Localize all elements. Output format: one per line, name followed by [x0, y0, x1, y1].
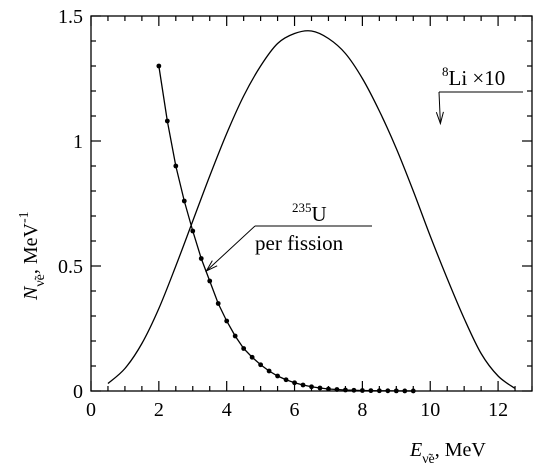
x-tick-label: 6 — [290, 399, 300, 421]
x-tick-label: 0 — [86, 399, 96, 421]
data-point-u — [266, 368, 272, 374]
data-point-u — [241, 346, 247, 351]
u-arrow-leader — [205, 225, 256, 272]
y-tick-label: 0 — [73, 381, 83, 403]
data-point-u — [309, 384, 314, 390]
tick-labels: 0 2 4 6 8 10 12 0 0.5 1 1.5 — [58, 6, 508, 421]
series-layer — [107, 30, 516, 394]
data-point-u — [402, 388, 408, 394]
data-point-u — [359, 388, 365, 393]
data-point-u — [232, 333, 238, 339]
x-axis-label: Eν̃e, MeV — [409, 439, 486, 467]
series-line-li — [107, 30, 516, 390]
data-point-u — [385, 388, 391, 394]
data-point-u — [215, 301, 221, 306]
y-tick-label: 1 — [73, 131, 83, 153]
x-tick-label: 2 — [154, 399, 164, 421]
x-tick-label: 12 — [488, 399, 508, 421]
data-point-u — [368, 388, 374, 394]
data-point-u — [190, 228, 196, 234]
li-annotation-label: 8Li ×10 — [442, 64, 505, 90]
data-point-u — [343, 387, 348, 393]
u-annotation-label-top: 235U — [292, 200, 327, 226]
x-tick-label: 10 — [420, 399, 440, 421]
y-tick-label: 1.5 — [58, 6, 83, 28]
series-line-u — [158, 65, 414, 392]
data-point-u — [292, 380, 297, 386]
u-arrow-arrowhead — [205, 260, 218, 273]
y-tick-label: 0.5 — [58, 256, 83, 278]
data-point-u — [283, 377, 289, 383]
data-point-u — [224, 318, 230, 324]
data-point-u — [393, 388, 399, 394]
y-axis-label: Nν̃e, MeV-1 — [17, 211, 48, 301]
data-point-u — [207, 278, 213, 284]
data-point-u — [275, 373, 280, 379]
li-arrow-leader — [438, 91, 441, 124]
data-point-u — [376, 388, 382, 394]
data-point-u — [156, 63, 162, 69]
data-point-u — [410, 388, 416, 394]
data-point-u — [164, 118, 170, 124]
data-point-u — [198, 256, 204, 261]
u-annotation-label-bottom: per fission — [255, 231, 344, 255]
data-point-u — [326, 386, 331, 392]
data-point-u — [300, 382, 306, 388]
data-point-u — [181, 198, 187, 204]
data-point-u — [173, 163, 179, 169]
data-point-u — [334, 387, 340, 392]
data-point-u — [351, 387, 357, 393]
data-point-u — [317, 385, 323, 391]
annotations — [205, 91, 523, 273]
data-point-u — [249, 354, 255, 360]
data-point-u — [258, 362, 264, 368]
x-tick-label: 4 — [222, 399, 232, 421]
x-tick-label: 8 — [357, 399, 367, 421]
li-arrow-arrowhead — [435, 111, 444, 126]
